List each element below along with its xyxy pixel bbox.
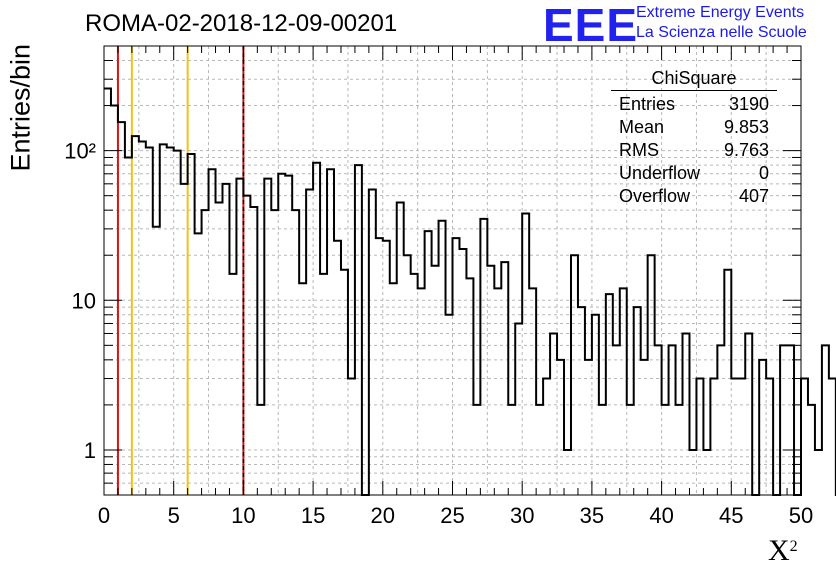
stats-row-entries: Entries 3190 bbox=[611, 93, 777, 116]
x-tick-label: 45 bbox=[719, 503, 743, 528]
x-axis-label-base: X bbox=[768, 534, 790, 567]
stats-value: 0 bbox=[758, 163, 769, 183]
x-tick-label: 40 bbox=[649, 503, 673, 528]
y-axis-label: Entries/bin bbox=[5, 43, 36, 172]
x-tick-label: 35 bbox=[580, 503, 604, 528]
stats-row-underflow: Underflow 0 bbox=[611, 162, 777, 185]
stats-label: Underflow bbox=[619, 163, 701, 183]
stats-label: Mean bbox=[619, 117, 665, 137]
x-tick-label: 10 bbox=[231, 503, 255, 528]
y-tick-label: 10² bbox=[64, 139, 96, 164]
x-axis-label-sup: 2 bbox=[789, 538, 798, 555]
logo-line-2: La Scienza nelle Scuole bbox=[636, 24, 807, 41]
x-tick-label: 0 bbox=[98, 503, 110, 528]
eee-logo: EEE bbox=[543, 0, 639, 51]
x-tick-label: 25 bbox=[440, 503, 464, 528]
stats-label: Overflow bbox=[619, 186, 691, 206]
stats-value: 3190 bbox=[728, 94, 769, 114]
stats-value: 9.763 bbox=[723, 140, 769, 160]
x-tick-label: 20 bbox=[371, 503, 395, 528]
histogram-series bbox=[104, 87, 836, 496]
y-tick-label: 10 bbox=[72, 288, 96, 313]
stats-row-overflow: Overflow 407 bbox=[611, 185, 777, 208]
stats-title: ChiSquare bbox=[611, 68, 777, 91]
logo-line-1: Extreme Energy Events bbox=[636, 4, 805, 21]
x-axis-label: X2 bbox=[768, 534, 798, 568]
chart-title: ROMA-02-2018-12-09-00201 bbox=[85, 10, 398, 37]
x-tick-label: 15 bbox=[301, 503, 325, 528]
stats-row-mean: Mean 9.853 bbox=[611, 116, 777, 139]
x-tick-label: 30 bbox=[510, 503, 534, 528]
x-tick-label: 5 bbox=[168, 503, 180, 528]
stats-row-rms: RMS 9.763 bbox=[611, 139, 777, 162]
y-tick-label: 1 bbox=[84, 438, 96, 463]
stats-label: Entries bbox=[619, 94, 676, 114]
stats-box: ChiSquare Entries 3190 Mean 9.853 RMS 9.763… bbox=[611, 68, 777, 208]
stats-value: 407 bbox=[738, 186, 769, 206]
x-tick-label: 50 bbox=[789, 503, 813, 528]
stats-value: 9.853 bbox=[723, 117, 769, 137]
stats-label: RMS bbox=[619, 140, 659, 160]
